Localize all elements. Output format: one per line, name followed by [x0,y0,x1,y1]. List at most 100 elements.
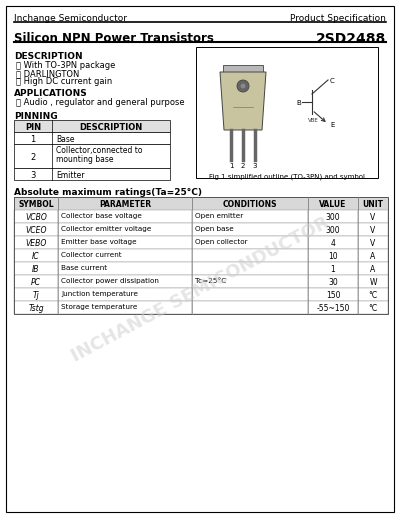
Bar [308,210,358,223]
Text: ␙ With TO-3PN package: ␙ With TO-3PN package [16,61,115,70]
Bar [308,301,358,314]
Bar [358,236,388,249]
Text: ␙ DARLINGTON: ␙ DARLINGTON [16,69,79,78]
Text: SYMBOL: SYMBOL [18,200,54,209]
Text: W: W [369,278,377,287]
Text: A: A [370,265,376,274]
Bar [14,168,170,180]
Bar [14,132,170,144]
Bar [358,210,388,223]
Text: PARAMETER: PARAMETER [99,200,151,209]
Text: Product Specification: Product Specification [290,14,386,23]
Text: mounting base: mounting base [56,154,114,164]
Bar [192,301,308,314]
Bar [14,249,58,262]
Bar [14,262,58,275]
Text: 150: 150 [326,291,340,300]
Bar [14,288,58,301]
Text: VBE: VBE [308,118,319,123]
Text: Collector base voltage: Collector base voltage [61,213,142,219]
Bar [58,236,192,249]
Bar [14,275,58,288]
Text: °C: °C [368,291,378,300]
Bar [192,262,308,275]
Bar [358,301,388,314]
Text: Absolute maximum ratings(Ta=25°C): Absolute maximum ratings(Ta=25°C) [14,188,202,197]
Text: Emitter base voltage: Emitter base voltage [61,239,137,245]
Text: IC: IC [32,252,40,261]
Text: 300: 300 [326,213,340,222]
Bar [192,223,308,236]
Bar [58,197,192,210]
Bar [14,197,58,210]
Text: PC: PC [31,278,41,287]
Text: IB: IB [32,265,40,274]
Text: Emitter: Emitter [56,170,84,180]
Polygon shape [220,72,266,130]
Text: Base: Base [56,135,74,143]
Text: APPLICATIONS: APPLICATIONS [14,89,88,98]
Text: INCHANGE SEMICONDUCTOR: INCHANGE SEMICONDUCTOR [68,214,332,366]
Bar [308,249,358,262]
Text: 1: 1 [331,265,335,274]
Bar [308,236,358,249]
Text: PIN: PIN [25,122,41,132]
Text: E: E [330,122,334,128]
Text: VCBO: VCBO [25,213,47,222]
Text: 3: 3 [30,171,36,180]
Text: Tc=25°C: Tc=25°C [195,278,226,284]
Text: 2SD2488: 2SD2488 [316,32,386,46]
Text: Collector,connected to: Collector,connected to [56,147,142,155]
Circle shape [240,83,246,89]
Bar [192,249,308,262]
Text: V: V [370,226,376,235]
Bar [192,288,308,301]
Bar [358,223,388,236]
Text: VALUE: VALUE [319,200,347,209]
Text: -55~150: -55~150 [316,304,350,313]
Text: Collector current: Collector current [61,252,122,258]
Text: Tstg: Tstg [28,304,44,313]
Text: 2: 2 [30,153,36,162]
Text: Collector power dissipation: Collector power dissipation [61,278,159,284]
Text: Open collector: Open collector [195,239,248,245]
Text: VCEO: VCEO [25,226,47,235]
Text: C: C [330,78,335,84]
Text: V: V [370,239,376,248]
Text: 10: 10 [328,252,338,261]
Bar [358,275,388,288]
Polygon shape [223,65,263,72]
Bar [192,275,308,288]
Text: Collector emitter voltage: Collector emitter voltage [61,226,151,232]
Text: V: V [370,213,376,222]
Text: Storage temperature: Storage temperature [61,304,137,310]
Text: Tj: Tj [33,291,39,300]
Bar [14,210,58,223]
Bar [192,236,308,249]
Bar [58,223,192,236]
Bar [192,197,308,210]
Text: DESCRIPTION: DESCRIPTION [14,52,83,61]
Bar [196,47,378,178]
Bar [308,197,358,210]
Bar [58,210,192,223]
Bar [14,120,170,132]
Bar [358,197,388,210]
Bar [308,275,358,288]
Bar [358,288,388,301]
Text: ␙ Audio , regulator and general purpose: ␙ Audio , regulator and general purpose [16,98,185,107]
Text: 1: 1 [229,163,233,169]
Bar [192,210,308,223]
Text: PINNING: PINNING [14,112,58,121]
Bar [308,223,358,236]
Text: 4: 4 [330,239,336,248]
Bar [58,262,192,275]
Text: 2: 2 [241,163,245,169]
Bar [14,197,388,314]
Text: Silicon NPN Power Transistors: Silicon NPN Power Transistors [14,32,214,45]
Bar [358,262,388,275]
Text: °C: °C [368,304,378,313]
Bar [58,288,192,301]
Bar [58,301,192,314]
Text: A: A [370,252,376,261]
